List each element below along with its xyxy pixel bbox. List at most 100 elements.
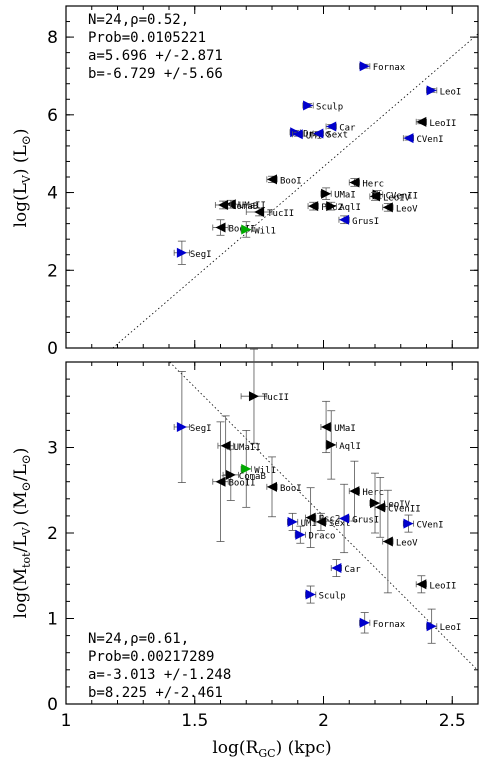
point-label: TucII — [262, 393, 289, 403]
point-label: BooI — [280, 484, 302, 494]
y-axis-title-part: ) (M — [11, 491, 31, 527]
point-label: Car — [344, 565, 361, 575]
point-label: LeoII — [429, 581, 456, 591]
data-point: Sculp — [305, 585, 346, 604]
point-marker — [359, 617, 370, 628]
data-point: UMi — [287, 512, 317, 531]
point-marker — [426, 621, 437, 632]
x-axis-title-sub: GC — [258, 747, 275, 760]
data-point: LeoII — [415, 116, 456, 129]
point-label: CVenI — [416, 135, 443, 145]
x-tick-label: 2.5 — [439, 711, 466, 731]
data-point: BooII — [212, 421, 256, 542]
data-point: Car — [330, 559, 361, 578]
point-marker — [339, 513, 350, 524]
point-marker — [308, 201, 319, 212]
point-label: SegI — [190, 250, 212, 260]
point-marker — [315, 516, 326, 527]
data-point: LeoI — [426, 85, 462, 97]
annotation-line: a=5.696 +/-2.871 — [88, 48, 223, 64]
data-point: Psc2 — [307, 201, 343, 213]
y-axis-title-part: log(L — [11, 183, 31, 227]
point-marker — [349, 177, 360, 188]
annotation-line: b=8.225 +/-2.461 — [88, 685, 223, 701]
annotation-line: b=-6.729 +/-5.66 — [88, 66, 223, 82]
y-tick-label: 2 — [47, 524, 58, 544]
point-marker — [220, 440, 231, 451]
point-label: Sculp — [319, 592, 346, 602]
point-marker — [248, 391, 259, 402]
data-point: LeoV — [382, 202, 418, 214]
y-axis-title-sub: tot — [20, 552, 33, 568]
point-marker — [287, 516, 298, 527]
point-marker — [241, 463, 252, 474]
point-marker — [303, 100, 314, 111]
y-axis-title-part: ) — [11, 448, 31, 455]
x-tick-label: 1.5 — [181, 711, 208, 731]
data-point: BooI — [266, 174, 302, 186]
data-point: Sculp — [302, 100, 343, 112]
annotation-line: N=24,ρ=0.52, — [88, 12, 189, 28]
data-point: AqlI — [325, 201, 361, 213]
point-marker — [359, 61, 370, 72]
x-tick-label: 1 — [61, 711, 72, 731]
x-axis-title-part: ) (kpc) — [276, 738, 332, 758]
point-label: Fornax — [373, 63, 406, 73]
point-marker — [218, 199, 229, 210]
point-label: LeoV — [396, 539, 418, 549]
point-marker — [416, 116, 427, 127]
data-point: CVenI — [402, 514, 444, 533]
point-label: Draco — [308, 532, 335, 542]
point-label: Wil1 — [254, 466, 276, 476]
y-tick-label: 2 — [47, 261, 58, 281]
annotation-line: Prob=0.00217289 — [88, 649, 214, 665]
data-point: Sext — [312, 128, 348, 140]
point-marker — [215, 476, 226, 487]
point-marker — [416, 579, 427, 590]
point-label: LeoIV — [383, 193, 411, 203]
data-point: Fornax — [359, 61, 406, 73]
data-point: Herc — [348, 177, 384, 189]
y-tick-label: 0 — [47, 339, 58, 359]
point-label: Herc — [362, 179, 384, 189]
data-point: Draco — [294, 525, 335, 544]
point-label: LeoI — [440, 87, 462, 97]
data-point: LeoII — [415, 575, 456, 594]
point-label: TucII — [267, 209, 294, 219]
data-point: LeoV — [382, 489, 418, 594]
data-point: SegI — [173, 371, 212, 483]
data-point: LeoIV — [369, 191, 411, 203]
y-axis-title: log(Mtot/LV) (M⊙/L⊙) — [11, 448, 33, 619]
x-tick-label: 2 — [318, 711, 329, 731]
point-marker — [326, 121, 337, 132]
point-marker — [225, 469, 236, 480]
point-label: LeoV — [396, 204, 418, 214]
y-tick-label: 0 — [47, 695, 58, 715]
y-tick-label: 1 — [47, 610, 58, 630]
annotation-line: Prob=0.0105221 — [88, 30, 206, 46]
point-label: CVenII — [386, 191, 419, 201]
point-marker — [254, 206, 265, 217]
point-label: Sculp — [316, 102, 343, 112]
point-label: LeoII — [429, 119, 456, 129]
point-marker — [176, 421, 187, 432]
point-label: Psc2 — [319, 515, 341, 525]
y-axis-title-part: /L — [11, 535, 31, 552]
point-marker — [370, 191, 380, 202]
point-label: Fornax — [373, 620, 406, 630]
point-label: LeoIV — [383, 500, 411, 510]
point-label: BooI — [280, 176, 302, 186]
data-point: TucII — [240, 348, 289, 444]
fit-line — [112, 33, 479, 349]
fit-annotation: N=24,ρ=0.61, Prob=0.00217289 a=-3.013 +/… — [88, 631, 231, 701]
point-label: UMaI — [334, 191, 356, 201]
point-label: CVenI — [416, 521, 443, 531]
point-label: GrusI — [352, 515, 379, 525]
point-marker — [267, 481, 277, 492]
point-label: ComaB — [231, 202, 258, 212]
data-point: TucII — [245, 206, 294, 219]
